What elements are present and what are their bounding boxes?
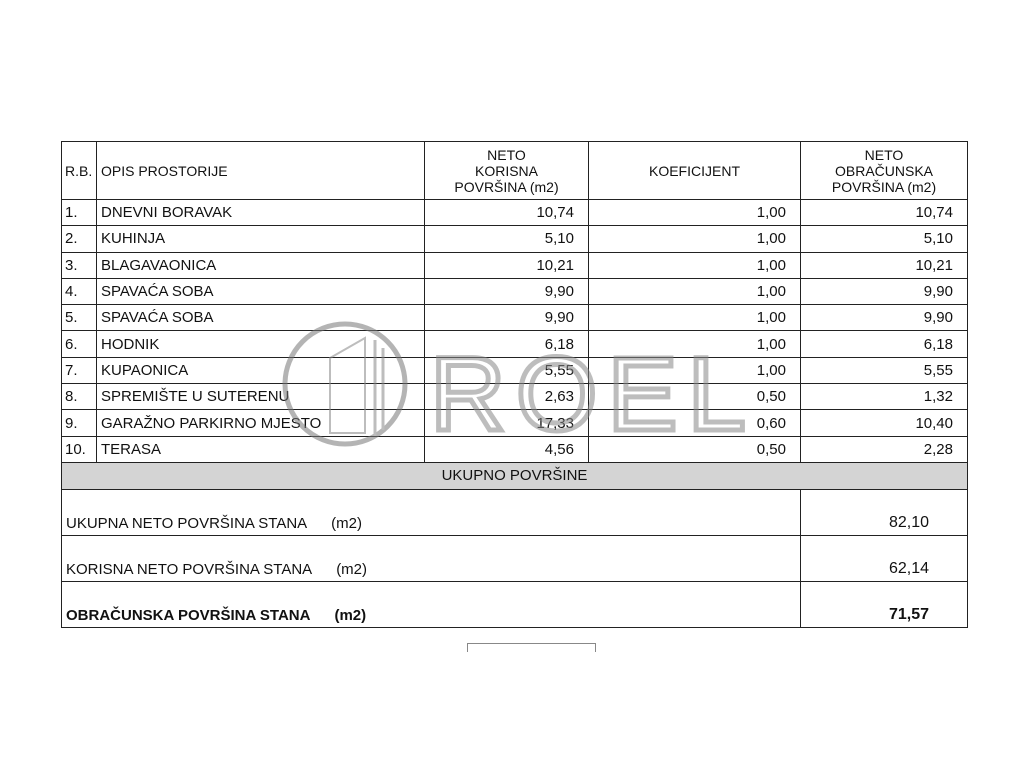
net-billable-area: 2,28 — [800, 435, 968, 463]
room-name: KUHINJA — [96, 225, 425, 253]
coefficient: 0,60 — [588, 409, 801, 437]
table-row: 7. KUPAONICA 5,55 1,00 5,55 — [61, 356, 968, 385]
coefficient: 1,00 — [588, 225, 801, 253]
bottom-bracket — [467, 643, 596, 652]
net-usable-area: 10,21 — [424, 251, 589, 279]
table-row: 4. SPAVAĆA SOBA 9,90 1,00 9,90 — [61, 277, 968, 306]
table-row: 1. DNEVNI BORAVAK 10,74 1,00 10,74 — [61, 198, 968, 227]
coefficient: 1,00 — [588, 356, 801, 385]
row-number: 1. — [61, 198, 97, 227]
summary-value: 62,14 — [800, 534, 968, 582]
total-header: UKUPNO POVRŠINE — [61, 461, 968, 490]
room-name: SPAVAĆA SOBA — [96, 304, 425, 332]
net-usable-area: 17,33 — [424, 409, 589, 437]
coefficient: 1,00 — [588, 330, 801, 358]
row-number: 4. — [61, 277, 97, 306]
header-rb: R.B. — [61, 141, 97, 200]
net-usable-area: 5,10 — [424, 225, 589, 253]
net-billable-area: 9,90 — [800, 304, 968, 332]
header-opis: OPIS PROSTORIJE — [96, 141, 425, 200]
row-number: 2. — [61, 225, 97, 253]
net-usable-area: 9,90 — [424, 277, 589, 306]
coefficient: 1,00 — [588, 304, 801, 332]
table-row: 8. SPREMIŠTE U SUTERENU 2,63 0,50 1,32 — [61, 383, 968, 411]
room-name: DNEVNI BORAVAK — [96, 198, 425, 227]
header-row: R.B. OPIS PROSTORIJE NETO KORISNA POVRŠINA… — [61, 141, 968, 200]
row-number: 5. — [61, 304, 97, 332]
room-name: TERASA — [96, 435, 425, 463]
net-billable-area: 10,21 — [800, 251, 968, 279]
net-billable-area: 9,90 — [800, 277, 968, 306]
summary-row: OBRAČUNSKA POVRŠINA STANA (m2) 71,57 — [61, 580, 968, 628]
header-koeficijent: KOEFICIJENT — [588, 141, 801, 200]
table-row: 9. GARAŽNO PARKIRNO MJESTO 17,33 0,60 10,40 — [61, 409, 968, 437]
header-neto-korisna: NETO KORISNA POVRŠINA (m2) — [424, 141, 589, 200]
table-row: 3. BLAGAVAONICA 10,21 1,00 10,21 — [61, 251, 968, 279]
net-billable-area: 10,40 — [800, 409, 968, 437]
table-row: 10. TERASA 4,56 0,50 2,28 — [61, 435, 968, 463]
room-name: SPREMIŠTE U SUTERENU — [96, 383, 425, 411]
room-name: SPAVAĆA SOBA — [96, 277, 425, 306]
room-name: HODNIK — [96, 330, 425, 358]
row-number: 8. — [61, 383, 97, 411]
room-name: KUPAONICA — [96, 356, 425, 385]
row-number: 6. — [61, 330, 97, 358]
net-billable-area: 5,55 — [800, 356, 968, 385]
coefficient: 1,00 — [588, 198, 801, 227]
net-usable-area: 2,63 — [424, 383, 589, 411]
header-neto-obracunska: NETO OBRAČUNSKA POVRŠINA (m2) — [800, 141, 968, 200]
table-row: 2. KUHINJA 5,10 1,00 5,10 — [61, 225, 968, 253]
net-billable-area: 1,32 — [800, 383, 968, 411]
table-row: 5. SPAVAĆA SOBA 9,90 1,00 9,90 — [61, 304, 968, 332]
net-usable-area: 6,18 — [424, 330, 589, 358]
table-row: 6. HODNIK 6,18 1,00 6,18 — [61, 330, 968, 358]
coefficient: 0,50 — [588, 435, 801, 463]
summary-row: KORISNA NETO POVRŠINA STANA (m2) 62,14 — [61, 534, 968, 582]
row-number: 10. — [61, 435, 97, 463]
summary-label: KORISNA NETO POVRŠINA STANA (m2) — [61, 534, 801, 582]
net-billable-area: 6,18 — [800, 330, 968, 358]
row-number: 7. — [61, 356, 97, 385]
summary-label: UKUPNA NETO POVRŠINA STANA (m2) — [61, 488, 801, 536]
coefficient: 1,00 — [588, 277, 801, 306]
room-name: GARAŽNO PARKIRNO MJESTO — [96, 409, 425, 437]
total-header-row: UKUPNO POVRŠINE — [61, 461, 968, 490]
net-billable-area: 5,10 — [800, 225, 968, 253]
net-usable-area: 4,56 — [424, 435, 589, 463]
row-number: 3. — [61, 251, 97, 279]
net-billable-area: 10,74 — [800, 198, 968, 227]
summary-row: UKUPNA NETO POVRŠINA STANA (m2) 82,10 — [61, 488, 968, 536]
coefficient: 0,50 — [588, 383, 801, 411]
net-usable-area: 5,55 — [424, 356, 589, 385]
summary-value: 71,57 — [800, 580, 968, 628]
area-table: R.B. OPIS PROSTORIJE NETO KORISNA POVRŠINA… — [61, 141, 968, 628]
summary-value: 82,10 — [800, 488, 968, 536]
net-usable-area: 9,90 — [424, 304, 589, 332]
summary-label: OBRAČUNSKA POVRŠINA STANA (m2) — [61, 580, 801, 628]
net-usable-area: 10,74 — [424, 198, 589, 227]
row-number: 9. — [61, 409, 97, 437]
coefficient: 1,00 — [588, 251, 801, 279]
room-name: BLAGAVAONICA — [96, 251, 425, 279]
